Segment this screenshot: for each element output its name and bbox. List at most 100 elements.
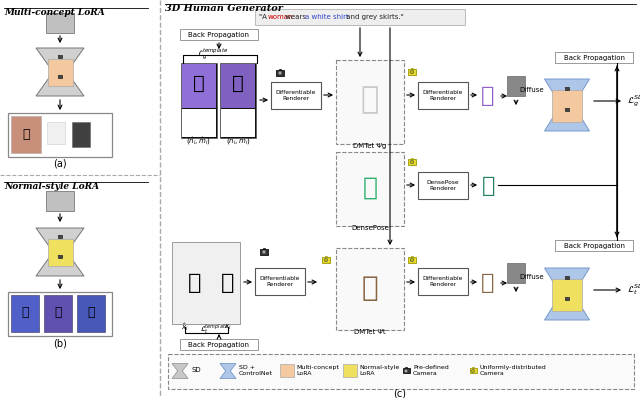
- Text: 🧍: 🧍: [481, 273, 495, 293]
- Bar: [336, 248, 404, 330]
- Text: SD +
ControlNet: SD + ControlNet: [239, 365, 273, 376]
- Bar: [418, 172, 468, 199]
- Text: Normal-style
LoRA: Normal-style LoRA: [359, 365, 399, 376]
- Text: $(n_i, m_i)$: $(n_i, m_i)$: [225, 136, 250, 146]
- Text: Back Propagation: Back Propagation: [189, 342, 250, 348]
- Circle shape: [278, 71, 282, 75]
- Bar: [172, 242, 240, 324]
- Bar: [220, 63, 256, 138]
- Bar: [46, 13, 74, 33]
- Text: Differentiable
Renderer: Differentiable Renderer: [423, 276, 463, 287]
- Bar: [8, 292, 112, 336]
- Text: 🧍: 🧍: [232, 74, 244, 92]
- Text: $(\hat{n}_i, \hat{m}_i)$: $(\hat{n}_i, \hat{m}_i)$: [186, 135, 211, 147]
- Text: a white shirt: a white shirt: [305, 14, 349, 20]
- Bar: [418, 82, 468, 109]
- Text: DensePose: DensePose: [351, 225, 389, 231]
- Bar: [263, 248, 265, 249]
- Bar: [552, 279, 582, 311]
- Circle shape: [410, 258, 414, 262]
- Text: and grey skirts.": and grey skirts.": [344, 14, 404, 20]
- Text: 🧍: 🧍: [188, 273, 202, 293]
- Bar: [58, 235, 62, 238]
- Bar: [555, 52, 633, 63]
- Text: 🚶: 🚶: [21, 306, 29, 320]
- Polygon shape: [36, 48, 84, 96]
- Bar: [11, 295, 39, 332]
- Text: Back Propagation: Back Propagation: [189, 32, 250, 38]
- Bar: [408, 257, 416, 263]
- Bar: [221, 109, 255, 137]
- Text: 🧍: 🧍: [481, 86, 495, 106]
- Bar: [46, 191, 74, 211]
- Text: Uniformly-distributed
Camera: Uniformly-distributed Camera: [480, 365, 547, 376]
- Text: $x_i$: $x_i$: [224, 322, 232, 332]
- Bar: [271, 82, 321, 109]
- Bar: [8, 113, 112, 157]
- Bar: [180, 29, 258, 40]
- Text: SD: SD: [192, 367, 202, 373]
- Bar: [555, 240, 633, 251]
- Bar: [322, 257, 330, 263]
- Text: DensePose
Renderer: DensePose Renderer: [427, 180, 460, 191]
- Bar: [77, 295, 105, 332]
- Text: 🧍: 🧍: [234, 113, 243, 129]
- Bar: [44, 295, 72, 332]
- Text: (a): (a): [53, 158, 67, 168]
- Bar: [507, 76, 525, 96]
- Polygon shape: [172, 363, 188, 378]
- Polygon shape: [220, 363, 236, 378]
- Text: 🧍: 🧍: [362, 176, 378, 200]
- Bar: [507, 263, 525, 283]
- Circle shape: [262, 250, 266, 254]
- Bar: [411, 158, 413, 159]
- Text: 🧍: 🧍: [362, 274, 378, 302]
- Text: $\mathcal{L}_{g}^{SDS}$: $\mathcal{L}_{g}^{SDS}$: [627, 93, 640, 109]
- Bar: [280, 364, 294, 377]
- Polygon shape: [545, 268, 589, 320]
- Bar: [58, 75, 62, 78]
- Text: 🙂: 🙂: [22, 127, 29, 140]
- Bar: [255, 268, 305, 295]
- Bar: [11, 116, 41, 153]
- Bar: [411, 256, 413, 257]
- Text: 🧍: 🧍: [483, 176, 496, 196]
- Text: Diffuse: Diffuse: [519, 274, 543, 280]
- Bar: [564, 276, 569, 279]
- Circle shape: [410, 160, 414, 164]
- Text: $\mathcal{L}_{g}^{template}$: $\mathcal{L}_{g}^{template}$: [197, 47, 228, 62]
- Bar: [564, 87, 569, 90]
- Text: 🚶: 🚶: [87, 306, 95, 320]
- Polygon shape: [545, 79, 589, 131]
- Text: Multi-concept LoRA: Multi-concept LoRA: [4, 8, 105, 17]
- Bar: [403, 368, 410, 373]
- Text: Differentiable
Renderer: Differentiable Renderer: [276, 90, 316, 101]
- Bar: [182, 109, 216, 137]
- Bar: [58, 255, 62, 258]
- Text: 🧍: 🧍: [195, 113, 204, 129]
- Bar: [470, 368, 477, 373]
- Bar: [564, 108, 569, 111]
- Text: Differentiable
Renderer: Differentiable Renderer: [423, 90, 463, 101]
- Text: Multi-concept
LoRA: Multi-concept LoRA: [296, 365, 339, 376]
- Text: (c): (c): [394, 388, 406, 398]
- Text: woman: woman: [268, 14, 294, 20]
- Bar: [48, 239, 73, 266]
- Bar: [48, 59, 73, 86]
- Text: DMTet Ψt: DMTet Ψt: [354, 329, 386, 335]
- Text: wears: wears: [284, 14, 308, 20]
- Text: (b): (b): [53, 338, 67, 348]
- Bar: [279, 68, 281, 70]
- Text: Diffuse: Diffuse: [519, 87, 543, 93]
- Bar: [168, 354, 634, 389]
- Text: 🚶: 🚶: [54, 306, 61, 320]
- Bar: [552, 90, 582, 122]
- Bar: [336, 152, 404, 226]
- Circle shape: [404, 369, 408, 373]
- Text: $\hat{x}_i$: $\hat{x}_i$: [181, 321, 189, 333]
- Bar: [408, 69, 416, 75]
- Text: Back Propagation: Back Propagation: [563, 243, 625, 249]
- Text: $\mathcal{L}_{t}^{SDS}$: $\mathcal{L}_{t}^{SDS}$: [627, 283, 640, 297]
- Bar: [418, 268, 468, 295]
- Bar: [182, 64, 216, 108]
